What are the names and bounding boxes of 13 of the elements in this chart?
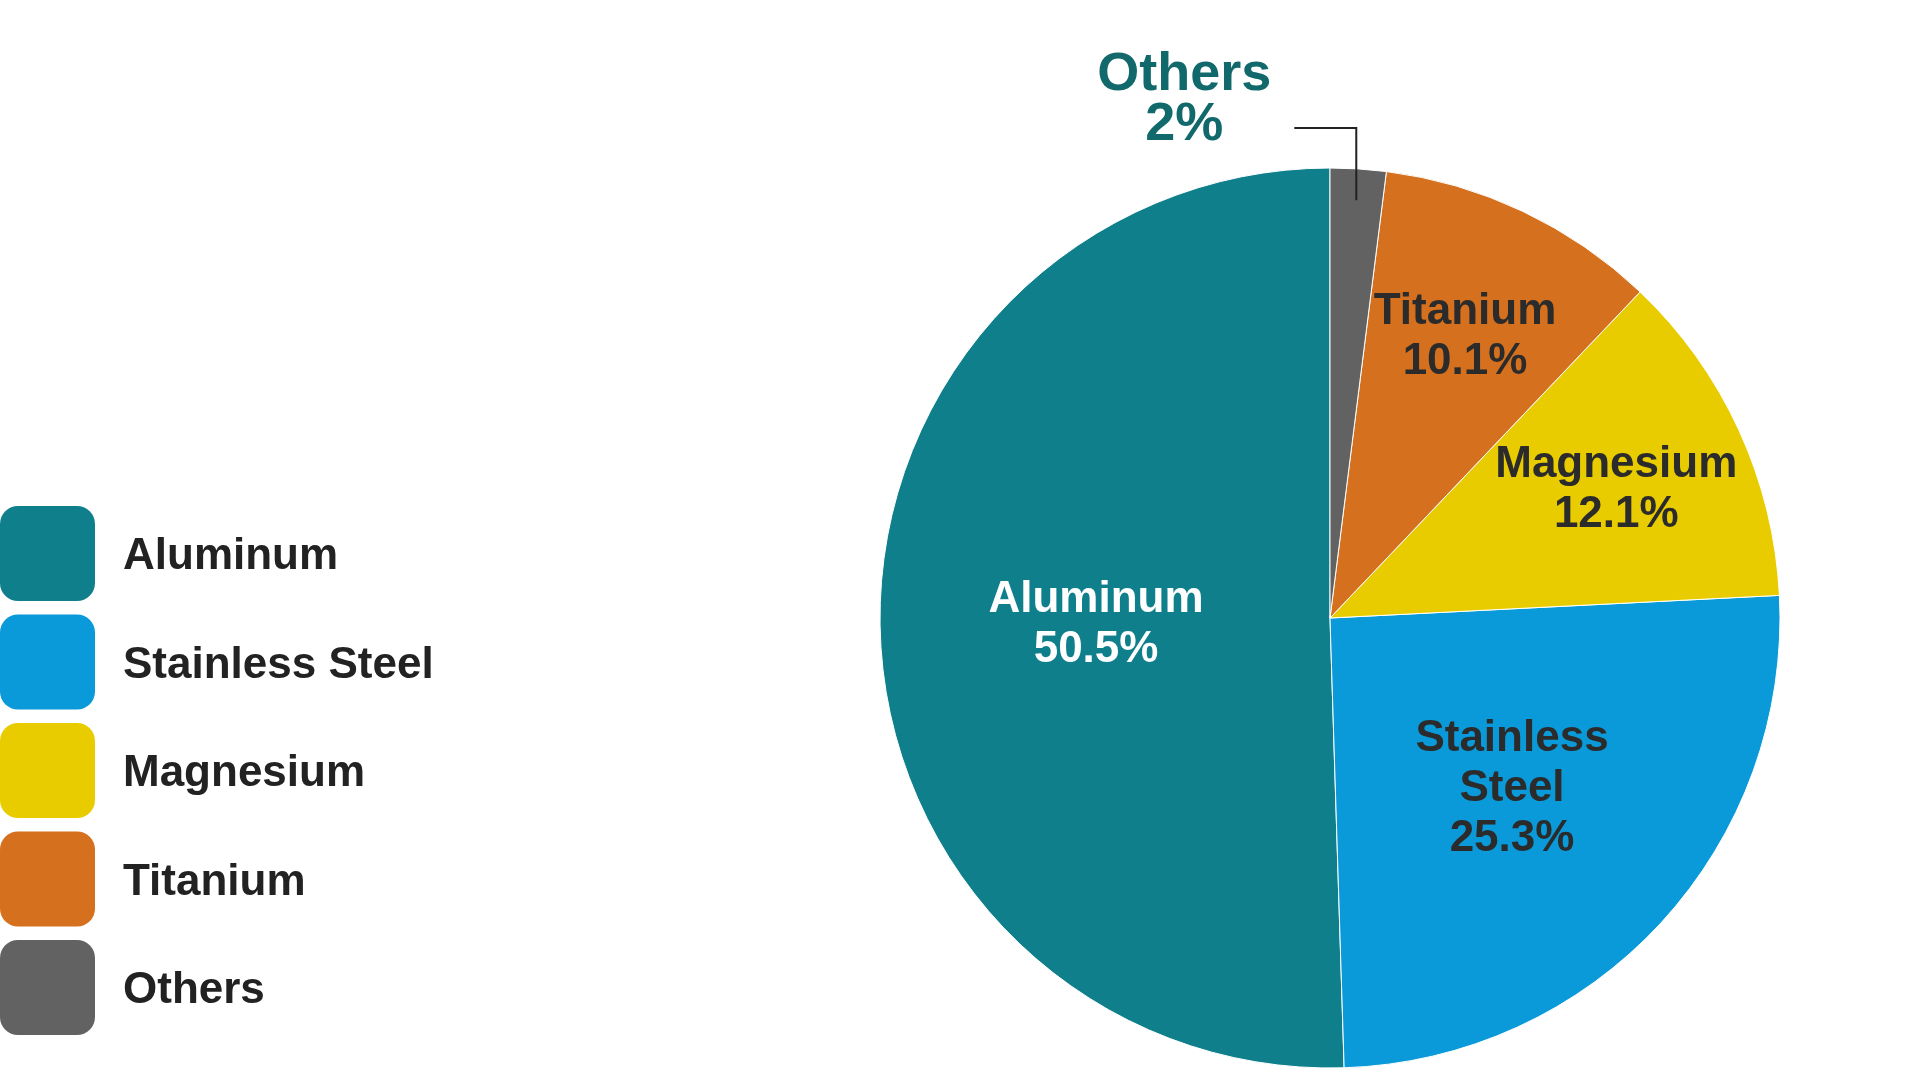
legend-label: Others (123, 963, 265, 1013)
legend-label: Titanium (123, 854, 306, 904)
slice-label: Titanium (1373, 283, 1557, 333)
legend-label: Stainless Steel (123, 637, 434, 687)
data-label: 12.1% (1553, 486, 1679, 536)
slice-label: Magnesium (1495, 436, 1738, 486)
slice-label: Aluminum (988, 572, 1204, 622)
data-label: 10.1% (1402, 333, 1528, 383)
slice-label: Stainless Steel (1415, 711, 1609, 811)
legend-label: Magnesium (123, 746, 366, 796)
data-label: 50.5% (1033, 622, 1159, 672)
legend-label: Aluminum (123, 529, 339, 579)
data-label: 25.3% (1449, 811, 1575, 861)
